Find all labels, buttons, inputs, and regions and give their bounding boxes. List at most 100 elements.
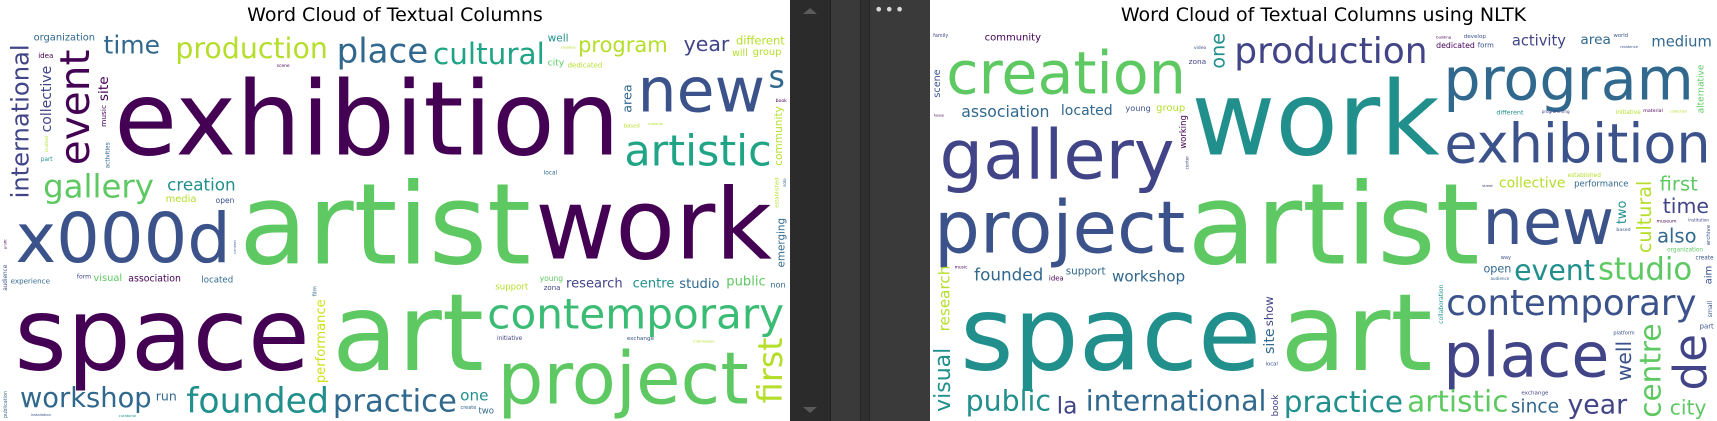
word-emerging: emerging	[775, 218, 787, 268]
word-medium: medium	[1651, 33, 1711, 50]
pane-divider: •••	[790, 0, 930, 421]
word-open: open	[216, 196, 235, 205]
word-programming: programming	[1542, 109, 1570, 114]
word-first: first	[1660, 172, 1698, 195]
word-public: public	[966, 385, 1051, 418]
word-s: s	[769, 59, 785, 95]
word-dedicated: dedicated	[568, 62, 603, 70]
word-platform: platform	[1613, 331, 1634, 337]
word-la: la	[1057, 392, 1078, 420]
word-street: street	[1482, 184, 1493, 188]
word-city: city	[1670, 396, 1707, 420]
word-book: book	[1271, 394, 1281, 417]
more-options-icon[interactable]: •••	[874, 0, 906, 19]
word-creation: creation	[167, 175, 236, 195]
word-founded: founded	[186, 382, 329, 421]
word-exhibition: exhibition	[114, 61, 620, 180]
word-studio: studio	[1598, 252, 1692, 287]
word-founded: founded	[974, 265, 1043, 285]
word-family: family	[933, 33, 948, 39]
word-first: first	[751, 337, 790, 403]
word-organization: organization	[1667, 248, 1703, 254]
word-support: support	[495, 283, 529, 293]
word-project: project	[497, 338, 748, 421]
word-young: young	[1125, 103, 1150, 113]
word-curatorial: curatorial	[119, 414, 137, 418]
word-residence: residence	[1620, 45, 1639, 49]
word-house: house	[934, 113, 944, 117]
word-located: located	[201, 276, 233, 286]
word-part: part	[1700, 323, 1714, 331]
word-located: located	[1061, 103, 1113, 119]
word-working: working	[1179, 115, 1189, 149]
word-activity: activity	[1512, 32, 1566, 49]
word-music: music	[955, 264, 969, 270]
scroll-up-arrow-icon[interactable]	[803, 8, 817, 14]
word-artistic: artistic	[624, 127, 771, 177]
word-one: one	[460, 387, 488, 405]
word-time: time	[1663, 194, 1709, 218]
word-time: time	[104, 31, 160, 60]
word-work: work	[535, 169, 772, 283]
word-collection: collection	[1670, 109, 1688, 113]
word-also: also	[1657, 225, 1696, 248]
word-new: new	[638, 55, 766, 127]
word-local: local	[1266, 362, 1278, 368]
word-information: information	[693, 340, 715, 344]
word-music: music	[99, 105, 108, 127]
word-way: way	[1501, 255, 1511, 261]
word-event: event	[51, 50, 99, 166]
word-visual: visual	[931, 348, 956, 412]
word-part: part	[41, 157, 53, 163]
word-aim: aim	[1704, 266, 1715, 285]
word-site: site	[96, 76, 112, 101]
word-association: association	[961, 102, 1049, 121]
word-new: new	[1482, 186, 1614, 260]
word-established: established	[1568, 173, 1602, 179]
word-performance: performance	[1574, 180, 1628, 190]
word-idea: idea	[1049, 274, 1064, 282]
word-context: context	[233, 240, 237, 254]
word-work: work	[1191, 61, 1440, 180]
word-non: non	[770, 280, 785, 290]
wordcloud-panel-right: Word Cloud of Textual Columns using NLTK…	[930, 0, 1717, 421]
word-creation: creation	[946, 40, 1186, 108]
word-program: program	[1443, 45, 1694, 113]
word-book: book	[776, 98, 788, 104]
scroll-down-arrow-icon[interactable]	[803, 407, 817, 413]
word-form: form	[77, 273, 91, 280]
wordcloud-panel-left: Word Cloud of Textual Columns artist art e…	[0, 0, 790, 421]
word-centre: centre	[1634, 323, 1668, 417]
scrollbar[interactable]	[790, 0, 831, 421]
word-institution: institution	[1688, 218, 1709, 223]
word-world: world	[1614, 33, 1629, 39]
word-public: public	[726, 274, 765, 289]
word-year: year	[1568, 390, 1628, 421]
word-artistic: artistic	[1407, 384, 1508, 418]
resize-handle[interactable]	[860, 0, 870, 421]
word-research: research	[935, 266, 953, 332]
word-space: space	[14, 277, 309, 394]
word-two: two	[1615, 201, 1630, 225]
word-video: video	[1194, 45, 1207, 51]
word-museum: museum	[1657, 220, 1678, 225]
word-archive: archive	[1706, 224, 1712, 245]
word-run: run	[156, 388, 177, 403]
word-exchange: exchange	[1521, 391, 1549, 397]
word-show: show	[1262, 296, 1276, 326]
word-open: open	[1483, 262, 1511, 275]
word-community: community	[773, 106, 785, 166]
word-organization: organization	[34, 32, 95, 43]
word-exhibition: exhibition	[1444, 112, 1710, 175]
word-gallery: gallery	[43, 168, 154, 206]
word-visual: visual	[93, 273, 122, 284]
word-activities: activities	[106, 142, 112, 168]
word-site: site	[1262, 328, 1278, 354]
word-collaboration: collaboration	[1438, 284, 1445, 323]
word-contemporary: contemporary	[487, 290, 784, 339]
word-place: place	[1443, 319, 1609, 391]
word-x000d: x000d	[16, 199, 231, 279]
word-will: will	[732, 48, 748, 59]
word-association: association	[128, 273, 181, 284]
word-established: established	[774, 177, 780, 207]
